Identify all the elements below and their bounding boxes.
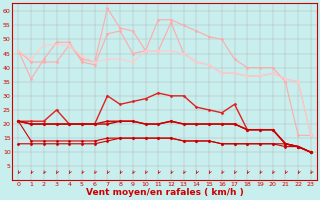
X-axis label: Vent moyen/en rafales ( km/h ): Vent moyen/en rafales ( km/h ) — [86, 188, 244, 197]
